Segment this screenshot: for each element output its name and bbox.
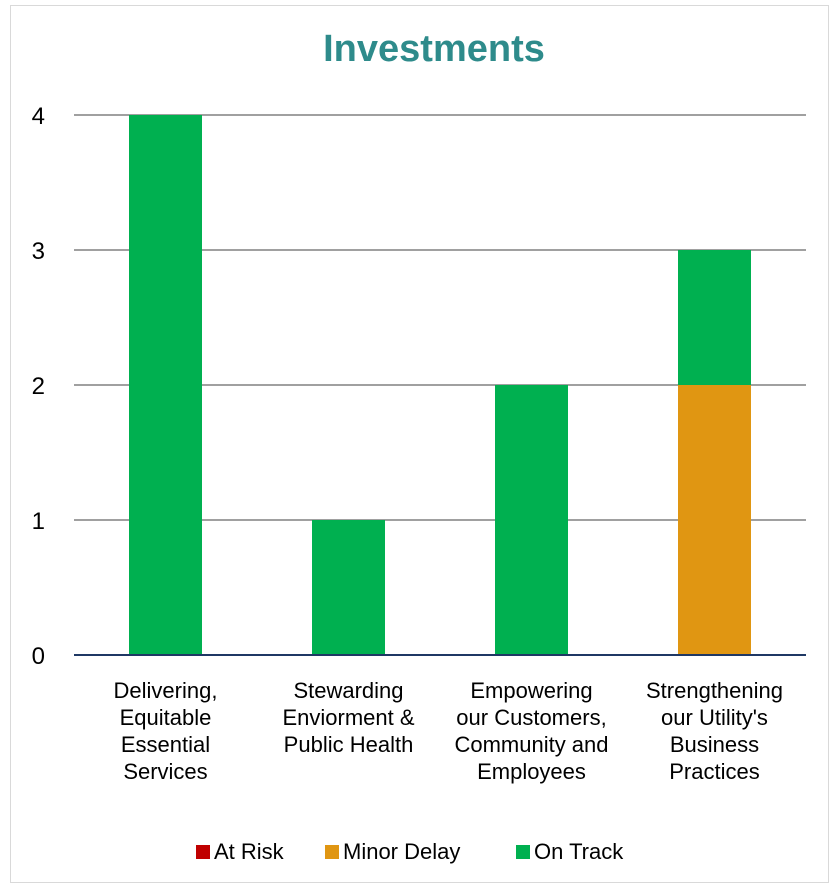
category-label: Community and <box>454 732 608 757</box>
y-tick-label: 3 <box>32 238 45 265</box>
bar-minor-delay <box>678 385 751 655</box>
bar-on-track <box>495 385 568 655</box>
legend-label: At Risk <box>214 839 285 864</box>
category-label: Strengthening <box>646 678 783 703</box>
legend-label: Minor Delay <box>343 839 460 864</box>
category-label: Employees <box>477 759 586 784</box>
chart-title: Investments <box>323 28 545 70</box>
category-label: Services <box>123 759 207 784</box>
y-tick-label: 4 <box>32 103 45 130</box>
y-tick-label: 2 <box>32 373 45 400</box>
category-label: Business <box>670 732 759 757</box>
category-label: Essential <box>121 732 210 757</box>
category-label: Empowering <box>470 678 592 703</box>
bar-on-track <box>129 115 202 655</box>
category-label: Equitable <box>120 705 212 730</box>
category-label: Practices <box>669 759 759 784</box>
category-label: Public Health <box>284 732 414 757</box>
legend-swatch <box>325 845 339 859</box>
category-label: our Utility's <box>661 705 768 730</box>
legend-swatch <box>196 845 210 859</box>
bar-on-track <box>678 250 751 385</box>
legend: At Risk Minor Delay On Track <box>196 839 624 864</box>
category-label: Enviorment & <box>282 705 414 730</box>
bar-on-track <box>312 520 385 655</box>
legend-swatch <box>516 845 530 859</box>
legend-label: On Track <box>534 839 624 864</box>
y-tick-label: 1 <box>32 508 45 535</box>
category-label: Delivering, <box>114 678 218 703</box>
category-label: Stewarding <box>293 678 403 703</box>
y-axis-ticks: 0 1 2 3 4 <box>32 103 45 670</box>
y-tick-label: 0 <box>32 643 45 670</box>
category-label: our Customers, <box>456 705 606 730</box>
